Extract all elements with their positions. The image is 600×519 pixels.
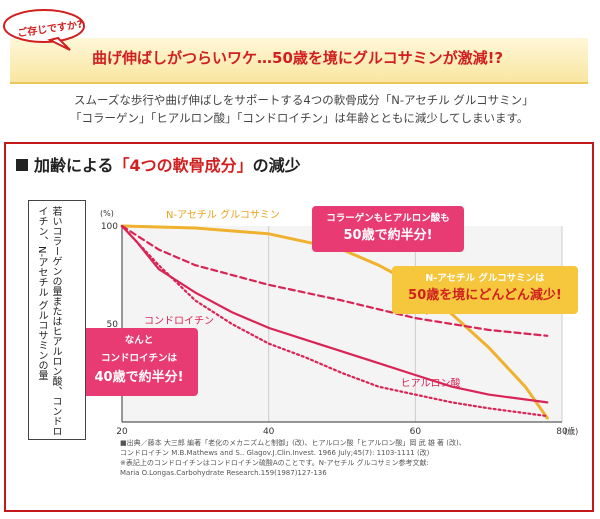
page-headline: 曲げ伸ばしがつらいワケ…50歳を境にグルコサミンが激減!?	[92, 49, 504, 67]
title-prefix: 加齢による	[34, 156, 114, 175]
y-unit-label: (%)	[100, 209, 114, 218]
y-tick-label: 100	[101, 222, 118, 232]
x-tick-label: 60	[410, 427, 422, 437]
annotation-text: コラーゲンもヒアルロン酸も	[326, 212, 449, 224]
annotation-box	[312, 206, 464, 252]
series-label: コンドロイチン	[144, 315, 214, 327]
annotation-text: 50歳を境にどんどん減少!	[408, 287, 562, 303]
annotation-text: N-アセチル グルコサミンは	[425, 272, 545, 284]
speech-bubble-badge	[3, 9, 85, 51]
square-bullet-icon	[16, 159, 28, 171]
title-highlight: 「4つの軟骨成分」	[113, 156, 253, 175]
annotation-text: 50歳で約半分!	[343, 227, 432, 243]
annotation-box	[392, 266, 578, 314]
footnote: ■出典／藤本 大三郎 編著「老化のメカニズムと制御」(改)、ヒアルロン酸「ヒアル…	[120, 438, 466, 478]
series-line	[120, 224, 549, 418]
annotation-text: なんと	[125, 335, 154, 346]
x-unit-label: (歳)	[564, 426, 578, 436]
x-tick-label: 40	[263, 427, 275, 437]
x-tick-label: 80	[556, 427, 568, 437]
series-line	[120, 224, 549, 420]
intro-text-line-2: 「コラーゲン」「ヒアルロン酸」「コンドロイチン」は年齢とともに減少してしまいます…	[70, 111, 529, 125]
intro-text-line-1: スムーズな歩行や曲げ伸ばしをサポートする4つの軟骨成分「N-アセチル グルコサミ…	[74, 93, 534, 107]
annotation-text: コンドロイチンは	[101, 353, 178, 364]
footnote-line: コンドロイチン M.B.Mathews and S.. Glagov.J.Cli…	[120, 449, 430, 457]
title-suffix: の減少	[252, 156, 301, 175]
y-tick-label: 50	[107, 320, 119, 330]
y-axis-label-box	[28, 200, 86, 440]
annotation-text: 40歳で約半分!	[94, 369, 183, 385]
annotation-box	[86, 328, 198, 396]
headline-band	[10, 38, 588, 84]
series-label: N-アセチル グルコサミン	[166, 208, 280, 221]
footnote-line: ※表記上のコンドロイチンはコンドロイチン硫酸Aのことです。N-アセチル グルコサ…	[120, 459, 429, 467]
footnote-line: ■出典／藤本 大三郎 編著「老化のメカニズムと制御」(改)、ヒアルロン酸「ヒアル…	[120, 439, 466, 447]
series-line	[120, 224, 549, 337]
footnote-line: Maria O.Longas.Carbohydrate Research.159…	[120, 469, 327, 477]
chart-panel-title: 加齢による「4つの軟骨成分」の減少	[16, 152, 301, 176]
series-line	[120, 224, 549, 404]
series-label: ヒアルロン酸	[401, 377, 461, 390]
y-axis-label: 若いコラーゲンの量またはヒアルロン酸、コンドロイチン、N-アセチル グルコサミン…	[36, 206, 61, 436]
x-tick-label: 20	[116, 427, 128, 437]
